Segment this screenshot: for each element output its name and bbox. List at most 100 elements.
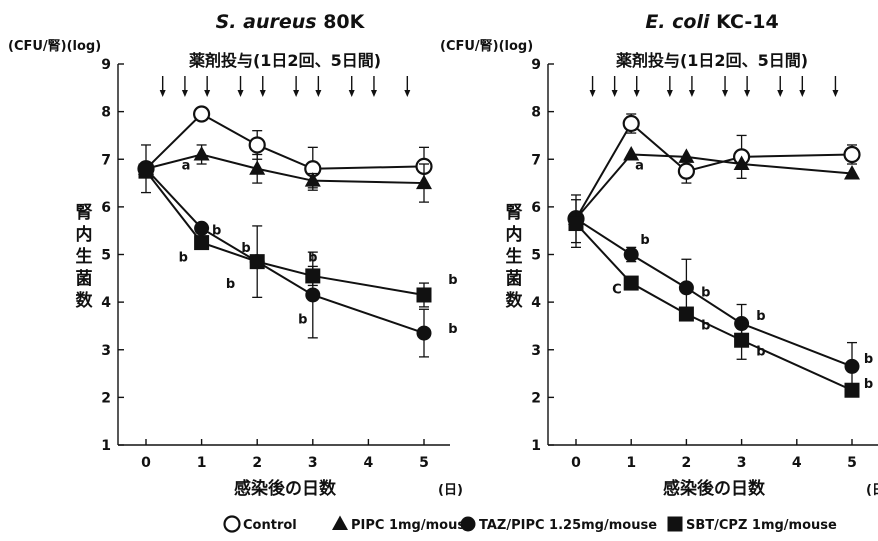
significance-label: b bbox=[756, 309, 765, 324]
legend: Control PIPC 1mg/mouse TAZ/PIPC 1.25mg/mou… bbox=[223, 515, 837, 533]
dosing-arrowhead bbox=[204, 90, 211, 97]
legend-marker bbox=[667, 516, 683, 532]
x-axis-label: 感染後の日数 bbox=[663, 478, 766, 499]
x-tick-label: 5 bbox=[847, 455, 857, 471]
dosing-arrowhead bbox=[633, 90, 640, 97]
y-unit-label: (CFU/腎)(log) bbox=[8, 39, 101, 54]
x-tick-label: 0 bbox=[141, 455, 151, 471]
series-control bbox=[137, 105, 433, 194]
significance-label: b bbox=[640, 233, 649, 248]
data-point bbox=[733, 155, 750, 171]
y-tick-label: 5 bbox=[101, 248, 111, 264]
chart-title-strain: 80K bbox=[317, 11, 366, 33]
chart-title-organism: S. aureus bbox=[216, 11, 317, 33]
dosing-arrowhead bbox=[348, 90, 355, 97]
chart-panel-1: S. aureus 80K (CFU/腎)(log) 薬剤投与(1日2回、5日間) 1… bbox=[8, 11, 463, 499]
significance-label: b bbox=[241, 241, 250, 256]
x-tick-label: 4 bbox=[792, 455, 802, 471]
dosing-arrowhead bbox=[237, 90, 244, 97]
dosing-arrowhead bbox=[688, 90, 695, 97]
x-tick-label: 4 bbox=[364, 455, 374, 471]
dosing-arrowhead bbox=[293, 90, 300, 97]
dosing-arrowhead bbox=[259, 90, 266, 97]
dosing-arrowhead bbox=[315, 90, 322, 97]
y-tick-label: 1 bbox=[101, 438, 111, 454]
legend-label: PIPC 1mg/mouse bbox=[351, 518, 474, 533]
legend-marker bbox=[223, 515, 241, 533]
y-axis-label-char: 生 bbox=[506, 246, 523, 267]
y-tick-label: 9 bbox=[531, 57, 541, 73]
dosing-arrowhead bbox=[777, 90, 784, 97]
significance-label: b bbox=[308, 251, 317, 266]
y-axis-label-char: 数 bbox=[76, 290, 94, 311]
y-tick-label: 6 bbox=[531, 200, 541, 216]
x-axis-unit: (日) bbox=[866, 483, 878, 498]
significance-label: b bbox=[448, 273, 457, 288]
data-point bbox=[138, 163, 154, 179]
significance-label: a bbox=[182, 159, 191, 174]
data-point bbox=[193, 145, 210, 161]
y-axis-label-char: 菌 bbox=[506, 269, 523, 289]
x-tick-label: 1 bbox=[626, 455, 636, 471]
dosing-arrowhead bbox=[159, 90, 166, 97]
chart-title-strain: KC-14 bbox=[709, 11, 778, 33]
x-tick-label: 0 bbox=[571, 455, 581, 471]
y-tick-label: 2 bbox=[101, 390, 111, 406]
data-point bbox=[194, 220, 210, 236]
x-axis-unit: (日) bbox=[438, 483, 463, 498]
significance-label: a bbox=[635, 159, 644, 174]
series-sbt-cpz bbox=[568, 199, 860, 398]
x-tick-label: 1 bbox=[197, 455, 207, 471]
y-tick-label: 9 bbox=[101, 57, 111, 73]
y-axis-label-char: 菌 bbox=[76, 269, 93, 289]
data-point bbox=[843, 145, 861, 164]
data-point bbox=[623, 145, 640, 161]
chart-panel-2: E. coli KC-14 (CFU/腎)(log) 薬剤投与(1日2回、5日間) 1… bbox=[440, 11, 878, 499]
data-point bbox=[678, 280, 694, 296]
dosing-arrowhead bbox=[611, 90, 618, 97]
data-point bbox=[304, 172, 321, 187]
x-axis-label: 感染後の日数 bbox=[234, 478, 337, 499]
significance-label: b bbox=[226, 277, 235, 292]
y-tick-label: 1 bbox=[531, 438, 541, 454]
x-tick-label: 5 bbox=[419, 455, 429, 471]
significance-label: b bbox=[448, 322, 457, 337]
dosing-arrowhead bbox=[589, 90, 596, 97]
y-axis-label-char: 生 bbox=[76, 246, 93, 267]
y-axis-label-char: 数 bbox=[506, 290, 524, 311]
data-point bbox=[305, 287, 321, 303]
data-point bbox=[678, 306, 694, 322]
legend-label: TAZ/PIPC 1.25mg/mouse bbox=[479, 518, 657, 533]
data-point bbox=[248, 136, 266, 154]
y-tick-label: 4 bbox=[531, 295, 541, 311]
y-axis-label-char: 内 bbox=[506, 224, 523, 245]
significance-label: b bbox=[179, 251, 188, 266]
y-tick-label: 3 bbox=[531, 343, 541, 359]
data-point bbox=[844, 165, 860, 180]
data-point bbox=[416, 287, 432, 303]
dosing-arrowhead bbox=[799, 90, 806, 97]
significance-label: b bbox=[864, 377, 873, 392]
y-tick-label: 7 bbox=[101, 152, 111, 168]
significance-label: b bbox=[212, 223, 221, 238]
data-point bbox=[305, 268, 321, 284]
dosing-arrowhead bbox=[722, 90, 729, 97]
x-tick-label: 2 bbox=[252, 455, 262, 471]
data-point bbox=[416, 174, 432, 190]
data-point bbox=[193, 105, 211, 123]
chart-title: S. aureus 80K bbox=[216, 11, 366, 33]
legend-marker bbox=[460, 516, 476, 532]
dosing-arrowhead bbox=[744, 90, 751, 97]
data-point bbox=[568, 216, 584, 232]
y-tick-label: 4 bbox=[101, 295, 111, 311]
y-tick-label: 7 bbox=[531, 152, 541, 168]
significance-label: b bbox=[756, 344, 765, 359]
significance-label: b bbox=[701, 285, 710, 300]
y-axis-label-char: 腎 bbox=[76, 203, 93, 223]
legend-label: SBT/CPZ 1mg/mouse bbox=[686, 518, 837, 533]
y-tick-label: 5 bbox=[531, 248, 541, 264]
data-point bbox=[844, 382, 860, 398]
y-tick-label: 6 bbox=[101, 200, 111, 216]
